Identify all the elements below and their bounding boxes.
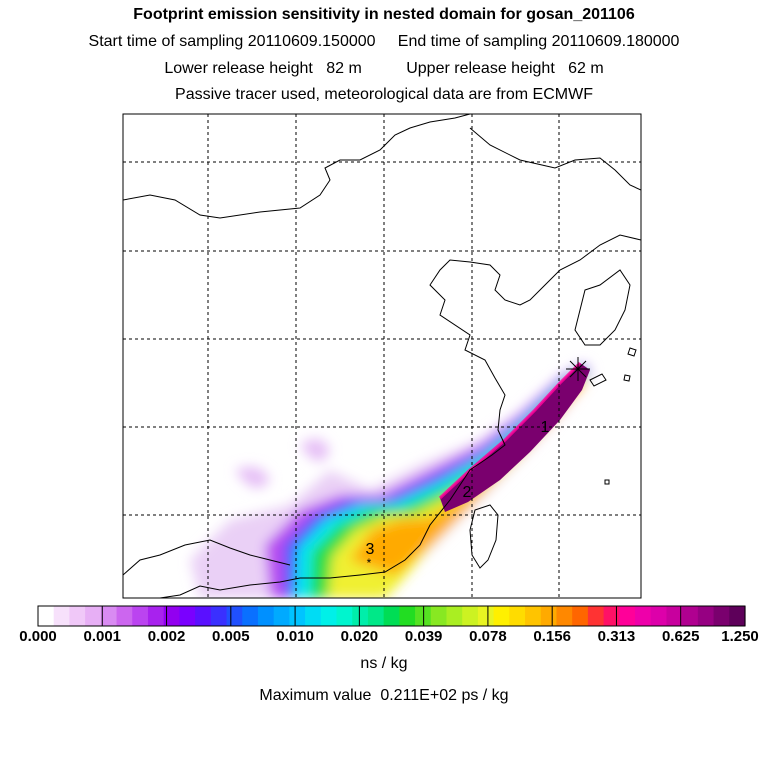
colorbar-unit-label: ns / kg <box>360 655 408 672</box>
colorbar-cell <box>367 606 385 626</box>
colorbar-cell <box>320 606 338 626</box>
colorbar-cell <box>147 606 165 626</box>
plume-orange-layer <box>350 376 584 575</box>
colorbar-cell <box>509 606 526 626</box>
colorbar-tick-label: 0.078 <box>469 628 507 645</box>
colorbar-cell <box>477 606 495 626</box>
coastlines <box>123 114 641 598</box>
colorbar-cell <box>38 606 55 626</box>
colorbar-cell <box>85 606 102 626</box>
colorbar-cell <box>273 606 290 626</box>
colorbar-cell <box>257 606 275 626</box>
colorbar-cell <box>336 606 353 626</box>
colorbar-cell <box>305 606 322 626</box>
plume-speck-2 <box>235 466 270 488</box>
colorbar-cell <box>132 606 149 626</box>
colorbar-cell <box>53 606 71 626</box>
colorbar-cell <box>226 606 243 626</box>
plume-core-edge <box>438 361 582 500</box>
colorbar-tick-label: 1.250 <box>721 628 759 645</box>
colorbar-cell <box>69 606 86 626</box>
colorbar-cell <box>697 606 715 626</box>
colorbar-tick-label: 0.001 <box>83 628 122 645</box>
colorbar-cell <box>587 606 605 626</box>
sampling-time-line: Start time of sampling 20110609.150000 E… <box>88 33 680 50</box>
colorbar-cell <box>493 606 510 626</box>
colorbar-frame <box>37 605 746 627</box>
marker-3-star-icon: * <box>367 556 372 570</box>
colorbar-cell <box>352 606 369 626</box>
colorbar-cell <box>289 606 306 626</box>
colorbar-cell <box>603 606 620 626</box>
marker-3: 3 <box>366 541 375 558</box>
colorbar-cell <box>383 606 400 626</box>
colorbar-cell <box>556 606 573 626</box>
tracer-info-line: Passive tracer used, meteorological data… <box>175 86 593 103</box>
colorbar-cell <box>635 606 652 626</box>
map-frame <box>122 113 642 599</box>
receptor-star-icon <box>566 357 590 381</box>
marker-1: 1 <box>541 419 550 436</box>
colorbar-cell <box>430 606 448 626</box>
colorbar-cell <box>163 606 180 626</box>
colorbar-cell <box>179 606 196 626</box>
colorbar-cell <box>462 606 479 626</box>
colorbar-cell <box>713 606 730 626</box>
colorbar-tick-label: 0.313 <box>597 628 636 645</box>
colorbar <box>38 606 746 626</box>
colorbar-tick-label: 0.010 <box>276 628 314 645</box>
colorbar-cell <box>619 606 636 626</box>
plume-speck-1 <box>300 438 330 462</box>
colorbar-tick-label: 0.156 <box>533 628 571 645</box>
maximum-value-label: Maximum value 0.211E+02 ps / kg <box>259 687 509 704</box>
colorbar-cell <box>729 606 746 626</box>
colorbar-cell <box>572 606 589 626</box>
colorbar-cell <box>525 606 542 626</box>
footprint-field <box>190 361 592 598</box>
colorbar-cell <box>540 606 558 626</box>
colorbar-cell <box>666 606 683 626</box>
colorbar-cell <box>650 606 668 626</box>
colorbar-cell <box>100 606 118 626</box>
colorbar-tick-label: 0.020 <box>340 628 379 645</box>
colorbar-cell <box>446 606 463 626</box>
plume-core <box>440 363 590 512</box>
grid-lines <box>123 114 641 598</box>
colorbar-cell <box>682 606 699 626</box>
colorbar-tick-label: 0.625 <box>661 628 700 645</box>
chart-title: Footprint emission sensitivity in nested… <box>133 6 635 23</box>
release-height-line: Lower release height 82 m Upper release … <box>164 60 604 77</box>
colorbar-tick-label: 0.002 <box>147 628 186 645</box>
marker-2: 2 <box>463 484 472 501</box>
colorbar-cell <box>242 606 259 626</box>
colorbar-tick-label: 0.000 <box>19 628 57 645</box>
colorbar-cell <box>116 606 133 626</box>
colorbar-cell <box>210 606 228 626</box>
colorbar-cell <box>399 606 416 626</box>
colorbar-tick-label: 0.039 <box>404 628 443 645</box>
colorbar-cell <box>195 606 212 626</box>
colorbar-tick-label: 0.005 <box>212 628 250 645</box>
